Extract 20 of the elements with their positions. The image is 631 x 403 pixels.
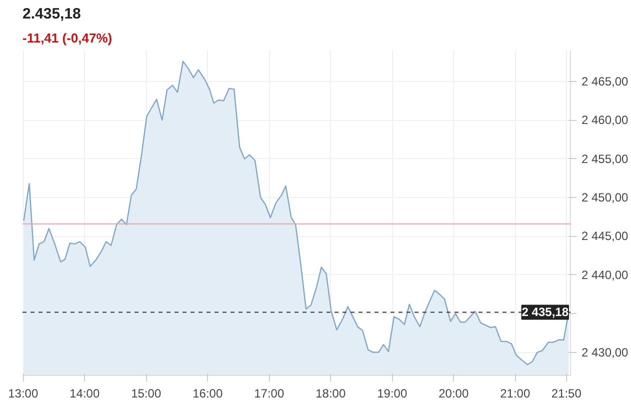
x-tick-label: 13:00: [8, 386, 38, 400]
ref-line-label: 2 435,18: [522, 305, 569, 320]
y-tick-label: 2 445,00: [582, 229, 629, 244]
x-tick-label: 16:00: [192, 386, 223, 400]
x-tick-label: 19:00: [377, 386, 408, 400]
x-tick-label: 14:00: [70, 386, 100, 400]
y-tick-label: 2 455,00: [582, 152, 629, 166]
x-tick-label: 15:00: [131, 386, 162, 400]
x-tick-label: 21:50: [551, 386, 582, 400]
x-tick-label: 18:00: [316, 386, 346, 400]
x-tick-label: 20:00: [438, 386, 469, 400]
x-tick-label: 21:00: [500, 386, 530, 400]
y-tick-label: 2 450,00: [582, 190, 629, 205]
x-tick-label: 17:00: [254, 386, 284, 400]
y-tick-label: 2 440,00: [582, 268, 629, 282]
y-tick-label: 2 460,00: [582, 113, 629, 128]
chart-title: 2.435,18: [22, 6, 81, 22]
chart-subtitle: -11,41 (-0,47%): [22, 30, 112, 46]
y-tick-label: 2 430,00: [582, 345, 629, 360]
y-tick-label: 2 465,00: [582, 74, 629, 88]
